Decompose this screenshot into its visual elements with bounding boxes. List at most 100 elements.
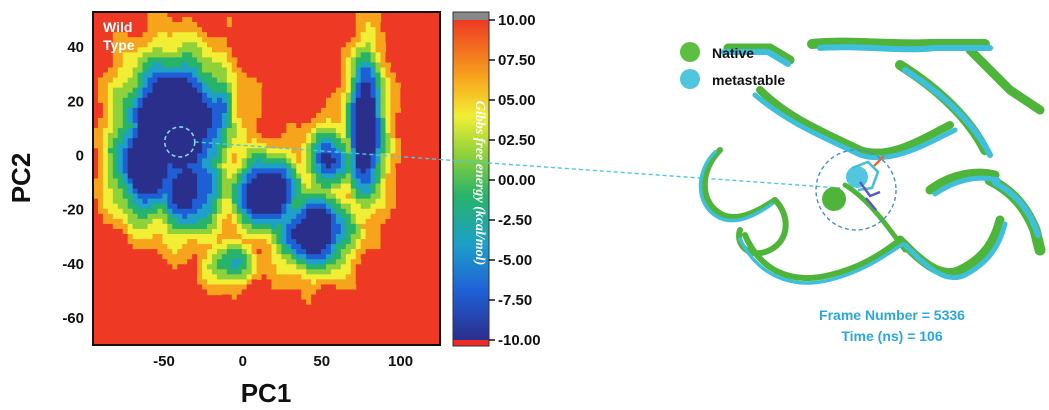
heatmap-cell [152,112,159,119]
heatmap-cell [157,67,163,74]
heatmap-cell [197,22,203,28]
heatmap-cell [216,67,223,74]
heatmap-cell [147,244,154,250]
heatmap-cell [325,163,332,170]
heatmap-cell [112,117,119,124]
heatmap-cell [231,254,238,260]
heatmap-cell [127,47,134,53]
heatmap-cell [355,188,362,195]
heatmap-cell [137,57,144,64]
heatmap-cell [231,128,238,134]
heatmap-cell [93,178,99,185]
connector-line [194,141,841,189]
heatmap-cell [340,72,347,79]
heatmap-cell [127,123,134,129]
heatmap-cell [251,153,258,159]
heatmap-cell [202,123,208,129]
heatmap-cell [187,208,193,215]
heatmap-cell [177,148,183,154]
heatmap-cell [281,208,287,215]
heatmap-cell [395,97,401,104]
heatmap-cell [221,163,228,170]
heatmap-cell [311,284,317,291]
heatmap-cell [276,203,282,210]
heatmap-cell [350,143,357,149]
heatmap-cell [330,133,337,139]
heatmap-cell [207,188,213,195]
heatmap-cell [172,188,178,195]
heatmap-cell [152,92,159,99]
heatmap-cell [286,183,292,190]
heatmap-cell [122,128,129,134]
heatmap-cell [162,249,168,255]
heatmap-cell [221,42,228,48]
heatmap-cell [306,183,312,190]
heatmap-cell [167,203,173,210]
heatmap-cell [216,102,223,109]
heatmap-cell [127,77,134,84]
heatmap-cell [221,143,228,149]
heatmap-cell [102,244,109,250]
heatmap-cell [306,143,312,149]
heatmap-cell [311,259,317,265]
heatmap-cell [266,188,273,195]
heatmap-cell [127,67,134,74]
heatmap-cell [137,213,144,220]
heatmap-cell [261,213,268,220]
heatmap-cell [355,57,362,64]
heatmap-cell [350,123,357,129]
heatmap-cell [306,309,312,316]
heatmap-cell [221,97,228,104]
heatmap-cell [335,198,342,205]
heatmap-cell [211,249,218,255]
heatmap-cell [276,269,282,275]
heatmap-cell [246,102,253,109]
heatmap-cell [246,188,253,195]
heatmap-cell [345,289,352,296]
heatmap-cell [202,107,208,114]
heatmap-cell [340,153,347,159]
heatmap-cell [306,188,312,195]
heatmap-cell [256,123,263,129]
heatmap-cell [375,128,382,134]
heatmap-cell [207,77,213,84]
heatmap-cell [335,228,342,235]
heatmap-cell [321,138,327,144]
heatmap-cell [137,52,144,59]
heatmap-cell [345,143,352,149]
heatmap-cell [192,178,198,185]
heatmap-cell [365,92,372,99]
heatmap-cell [137,123,144,129]
heatmap-cell [152,117,159,124]
heatmap-cell [142,138,149,144]
heatmap-cell [221,274,228,281]
heatmap-cell [127,143,134,149]
heatmap-cell [157,193,163,200]
heatmap-cell [246,234,253,240]
heatmap-cell [256,153,263,159]
heatmap-cell [236,77,243,84]
heatmap-cell [316,269,322,275]
heatmap-cell [172,254,178,260]
heatmap-cell [360,138,367,144]
heatmap-cell [251,158,258,164]
heatmap-cell [296,168,302,175]
heatmap-cell [226,218,233,225]
heatmap-cell [311,183,317,190]
heatmap-cell [192,234,198,240]
heatmap-cell [390,143,396,149]
heatmap-cell [207,228,213,235]
heatmap-cell [350,37,357,43]
heatmap-cell [350,163,357,170]
heatmap-cell [147,163,154,170]
heatmap-cell [102,148,109,154]
heatmap-cell [246,153,253,159]
heatmap-cell [365,133,372,139]
heatmap-cell [127,107,134,114]
heatmap-cell [261,223,268,230]
heatmap-cell [281,249,287,255]
heatmap-cell [360,77,367,84]
heatmap-cell [122,47,129,53]
heatmap-cell [187,27,193,33]
heatmap-cell [187,62,193,69]
